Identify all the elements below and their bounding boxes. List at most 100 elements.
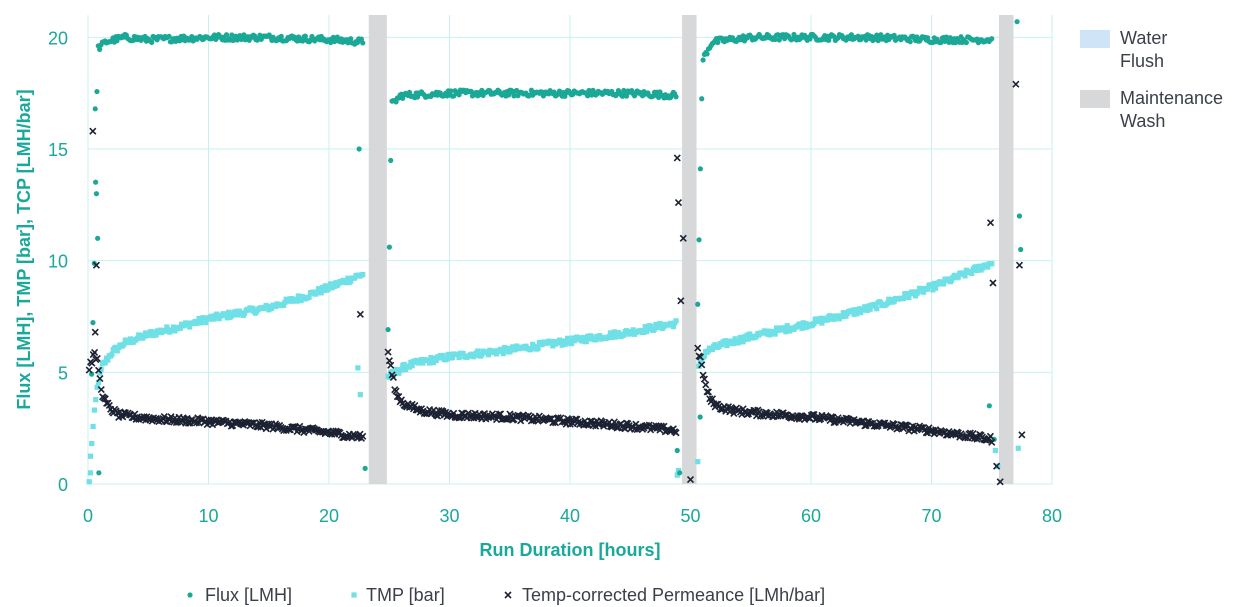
tmp-point <box>900 295 907 301</box>
flux-point <box>807 36 813 42</box>
tmp-point <box>593 337 599 343</box>
tmp-point <box>90 423 96 430</box>
flux-point <box>93 179 99 185</box>
permeance-point <box>91 328 99 336</box>
tmp-point <box>318 290 324 296</box>
tmp-point <box>911 289 917 295</box>
tmp-point <box>989 261 995 267</box>
flux-point <box>386 244 392 250</box>
y-tick-label: 20 <box>48 28 68 48</box>
tmp-point <box>91 407 98 413</box>
flux-point <box>388 157 394 164</box>
series-1 <box>86 261 1021 485</box>
tmp-point <box>586 336 592 342</box>
tmp-point <box>201 316 208 322</box>
flux-point <box>89 371 95 377</box>
series-0 <box>89 19 1024 476</box>
flux-point <box>986 403 992 409</box>
tmp-point <box>641 329 647 335</box>
flux-point <box>393 99 399 105</box>
tmp-point <box>187 324 193 330</box>
tmp-point <box>319 284 326 291</box>
tmp-point <box>507 349 513 355</box>
tmp-point <box>97 370 103 376</box>
tmp-point <box>528 346 534 352</box>
permeance-point <box>673 154 681 162</box>
permeance-point <box>96 374 104 383</box>
tmp-point <box>705 348 711 354</box>
tmp-point <box>787 328 793 334</box>
flux-point <box>406 89 413 95</box>
x-axis-title: Run Duration [hours] <box>480 540 661 560</box>
tmp-point <box>272 303 279 310</box>
tmp-point <box>860 307 866 313</box>
tmp-point <box>224 315 230 321</box>
tmp-point <box>327 281 334 287</box>
tmp-point <box>772 331 778 337</box>
permeance-point <box>97 386 105 394</box>
tmp-point <box>824 317 830 323</box>
tmp-point <box>670 324 676 330</box>
tmp-point <box>294 298 300 304</box>
tmp-point <box>89 440 95 447</box>
tmp-point <box>977 263 983 269</box>
tmp-point <box>418 357 425 363</box>
tmp-point <box>743 336 749 342</box>
tmp-point <box>568 341 575 347</box>
band-legend-label: Water <box>1120 28 1167 48</box>
permeance-point <box>389 373 397 381</box>
tmp-point <box>858 309 864 316</box>
x-tick-label: 60 <box>801 506 821 526</box>
permeance-point <box>91 348 99 357</box>
tmp-point <box>819 320 825 326</box>
flux-point <box>791 31 797 38</box>
tmp-point <box>864 307 871 313</box>
tmp-point <box>152 329 158 335</box>
permeance-point <box>702 381 710 389</box>
tmp-point <box>429 355 435 361</box>
tmp-point <box>329 285 335 291</box>
flux-point <box>451 93 457 99</box>
tmp-point <box>969 270 975 276</box>
tmp-point <box>128 336 134 342</box>
plot-data <box>85 19 1026 486</box>
flux-point <box>963 39 969 46</box>
tmp-point <box>932 285 939 291</box>
tmp-point <box>234 308 240 314</box>
flux-point <box>673 94 679 100</box>
permeance-point <box>384 348 392 356</box>
permeance-point <box>679 234 687 242</box>
permeance-point <box>699 371 707 379</box>
flux-point <box>385 326 391 333</box>
tmp-point <box>115 345 122 351</box>
tmp-point <box>479 352 485 358</box>
tmp-point <box>444 356 450 362</box>
tmp-point <box>162 328 169 334</box>
tmp-point <box>144 330 150 336</box>
series-legend-marker <box>351 592 357 598</box>
tmp-point <box>630 327 636 333</box>
tmp-point <box>872 302 879 308</box>
flux-point <box>92 106 98 112</box>
tmp-point <box>642 324 648 330</box>
permeance-point <box>89 127 97 135</box>
y-tick-label: 15 <box>48 140 68 160</box>
series-legend-marker <box>504 591 512 599</box>
permeance-point <box>85 366 93 374</box>
tmp-point <box>854 311 860 317</box>
tmp-point <box>856 306 862 312</box>
tmp-point <box>550 343 556 349</box>
tmp-point <box>579 338 585 344</box>
tmp-point <box>355 365 361 371</box>
gridlines <box>87 15 1053 485</box>
tmp-point <box>195 319 201 325</box>
tmp-point <box>223 311 229 317</box>
permeance-point <box>862 421 870 430</box>
tmp-point <box>647 323 654 329</box>
x-tick-label: 10 <box>198 506 218 526</box>
permeance-point <box>610 418 618 426</box>
tmp-point <box>430 360 437 366</box>
tmp-point <box>992 447 998 454</box>
permeance-point <box>996 478 1004 486</box>
